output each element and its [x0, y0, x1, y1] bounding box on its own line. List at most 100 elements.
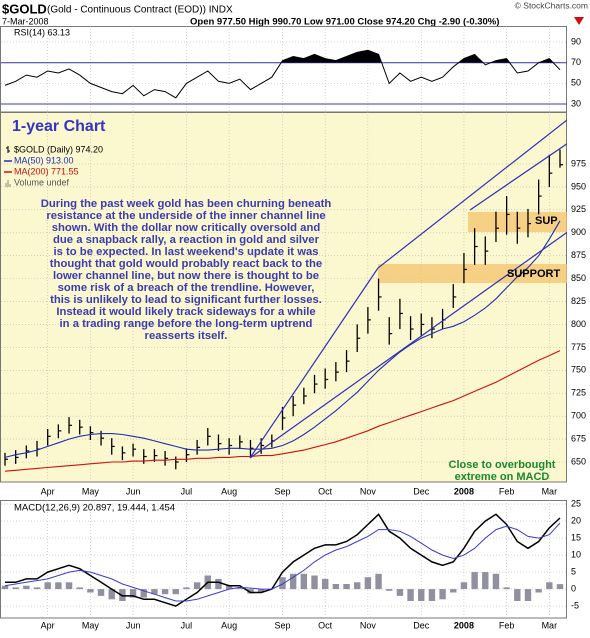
commentary-line: in a trading range before the long-term …: [60, 318, 313, 330]
quote: Open 977.50 High 990.70 Low 971.00 Close…: [190, 17, 499, 28]
y-tick-label: 900: [571, 227, 586, 237]
x-tick-label: Mar: [542, 486, 558, 496]
histogram-bar: [428, 589, 436, 601]
histogram-bar: [524, 589, 532, 601]
histogram-bar: [450, 589, 457, 593]
rsi-panel: [0, 26, 567, 113]
histogram-bar: [151, 589, 158, 595]
y-tick-label: -5: [571, 600, 579, 610]
histogram-bar: [386, 589, 393, 591]
legend-entry: MA(200) 771.55: [14, 166, 79, 176]
histogram-bar: [535, 589, 542, 593]
histogram-bar: [546, 582, 553, 590]
y-tick-label: 975: [571, 158, 586, 168]
histogram-bar: [33, 587, 41, 590]
histogram-bar: [65, 582, 73, 590]
histogram-bar: [311, 575, 318, 590]
histogram-bar: [140, 589, 147, 598]
y-tick-label: 700: [571, 411, 586, 421]
histogram-bar: [23, 585, 30, 590]
commentary-line: During the past week gold has been churn…: [41, 198, 332, 210]
histogram-bar: [514, 589, 521, 601]
note-line: Close to overbought: [449, 459, 556, 471]
y-tick-label: 20: [571, 515, 581, 525]
y-tick-label: 15: [571, 532, 581, 542]
data: [1, 49, 567, 607]
histogram-bar: [321, 578, 329, 590]
histogram-bar: [503, 587, 510, 590]
y-tick-label: 850: [571, 273, 586, 283]
x-tick-label: Nov: [360, 486, 377, 496]
commentary-line: some risk of a breach of the trendline. …: [58, 282, 315, 294]
x-tick-label: Apr: [41, 620, 55, 630]
date: 7-Mar-2008: [2, 16, 49, 26]
commentary-line: thought that gold would probably react b…: [50, 258, 322, 270]
panel-label: MACD(12,26,9) 20.897, 19.444, 1.454: [14, 503, 175, 514]
y-tick-label: 800: [571, 319, 586, 329]
histogram-bar: [247, 589, 254, 594]
panel-label: RSI(14) 63.13: [14, 27, 70, 37]
histogram-bar: [343, 583, 350, 590]
x-tick-label: Mar: [542, 620, 558, 630]
moving-average: [4, 220, 561, 458]
histogram-bar: [407, 589, 414, 601]
histogram-bar: [418, 589, 425, 601]
histogram-bar: [12, 587, 19, 590]
legend-icon: [5, 180, 11, 187]
x-tick-label: Nov: [360, 620, 377, 630]
y-tick-label: 875: [571, 250, 586, 260]
histogram-bar: [44, 582, 51, 590]
moving-average: [4, 350, 561, 472]
histogram-bar: [257, 589, 265, 593]
macd-panel: [0, 500, 567, 619]
macd-line: [5, 513, 561, 607]
x-tick-label: Oct: [318, 620, 333, 630]
commentary-line: is to be expected. In last weekend's upd…: [53, 246, 318, 258]
commentary-line: this is unlikely to lead to significant …: [50, 294, 322, 306]
x-tick-label: Jul: [181, 620, 193, 630]
commentary-line: reasserts itself.: [145, 330, 228, 342]
commentary-line: due a snapback rally, a reaction in gold…: [53, 234, 320, 246]
histogram-bar: [193, 582, 201, 590]
y-tick-label: 90: [571, 36, 581, 46]
x-tick-label: Dec: [413, 620, 430, 630]
histogram-bar: [1, 585, 9, 590]
histogram-bar: [439, 589, 446, 600]
chart-title: 1-year Chart: [12, 118, 106, 135]
symbol: $GOLD: [2, 1, 47, 16]
y-tick-label: 50: [571, 78, 581, 88]
histogram-bar: [108, 589, 115, 600]
y-tick-label: 675: [571, 433, 586, 443]
histogram-bar: [97, 589, 105, 596]
zone-label: SUPPORT: [507, 268, 560, 280]
commentary-line: shown. With the dollar now critically ov…: [52, 222, 321, 234]
x-tick-label: Aug: [221, 620, 237, 630]
histogram-bar: [482, 572, 489, 590]
legend-icon: [6, 146, 10, 153]
histogram-bar: [183, 587, 190, 590]
histogram-bar: [172, 589, 179, 595]
price-bars: [4, 149, 563, 472]
y-tick-label: 0: [571, 583, 576, 593]
histogram-bar: [556, 584, 564, 590]
x-tick-label: Apr: [41, 486, 55, 496]
support-zone: [378, 264, 567, 283]
x-tick-label: May: [82, 620, 100, 630]
y-tick-label: 70: [571, 57, 581, 67]
commentary-line: resistance at the underside of the inner…: [46, 210, 325, 222]
histogram-bar: [215, 578, 222, 590]
x-tick-label: 2008: [454, 486, 474, 496]
x-tick-label: Feb: [499, 486, 515, 496]
x-tick-label: Sep: [274, 620, 290, 630]
histogram-bar: [289, 573, 297, 590]
y-tick-label: 5: [571, 566, 576, 576]
x-tick-label: Oct: [318, 486, 333, 496]
labels: 3050709065067570072575077580082585087590…: [4, 27, 586, 630]
y-tick-label: 10: [571, 549, 581, 559]
price-panel: [0, 112, 567, 483]
commentary-line: Instead it would likely track sideways f…: [56, 306, 315, 318]
legend-entry: $GOLD (Daily) 974.20: [14, 144, 103, 154]
y-tick-label: 775: [571, 342, 586, 352]
